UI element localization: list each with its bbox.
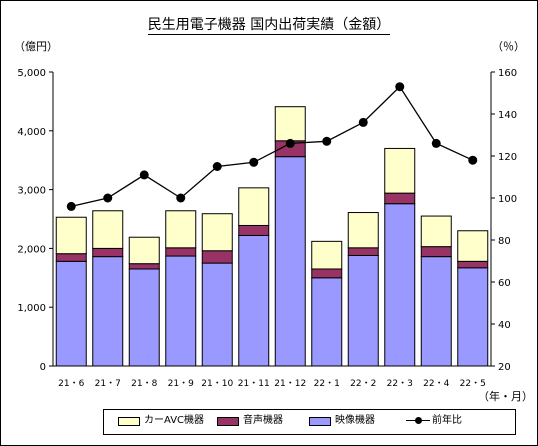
left-tick-label: 5,000	[17, 68, 46, 79]
bar-segment-0-2	[128, 268, 160, 367]
bar-segment-1-11	[457, 260, 489, 269]
line-point-1	[103, 193, 113, 203]
bar-segment-2-7	[311, 240, 343, 270]
x-tick-label: 21・8	[131, 379, 157, 389]
right-tick-label: 100	[498, 194, 517, 205]
chart-title-text: 民生用電子機器 国内出荷実績（金額）	[147, 17, 391, 35]
bar-segment-0-0	[55, 260, 87, 367]
bar-segment-0-11	[457, 267, 489, 367]
bar-segment-2-6	[274, 106, 306, 142]
line-point-8	[358, 117, 368, 127]
legend-swatch-audio	[217, 417, 239, 426]
bar-segment-0-3	[165, 255, 197, 367]
line-point-2	[139, 170, 149, 180]
bar-segment-1-4	[201, 250, 233, 264]
bar-segment-1-1	[92, 247, 124, 258]
bar-segment-1-2	[128, 263, 160, 270]
right-tick-label: 140	[498, 110, 517, 121]
bar-segment-1-0	[55, 253, 87, 262]
legend-label-car-avc: カーAVC機器	[144, 415, 205, 426]
line-point-10	[431, 138, 441, 148]
line-point-0	[66, 201, 76, 211]
x-tick-label: 21・11	[238, 379, 270, 389]
bar-segment-1-5	[238, 224, 270, 236]
chart-title: 民生用電子機器 国内出荷実績（金額）	[0, 14, 538, 35]
right-tick-label: 80	[498, 236, 511, 247]
right-tick-label: 40	[498, 320, 511, 331]
line-point-5	[249, 157, 259, 167]
right-tick-label: 20	[498, 362, 511, 373]
bar-segment-1-7	[311, 268, 343, 279]
x-tick-label: 21・6	[58, 379, 84, 389]
x-tick-label: 21・12	[274, 379, 306, 389]
x-tick-label: 22・4	[423, 379, 449, 389]
bar-segment-1-8	[347, 247, 379, 256]
bar-segment-0-1	[92, 256, 124, 367]
bar-segment-2-3	[165, 210, 197, 249]
line-point-6	[285, 138, 295, 148]
bar-segment-0-9	[384, 203, 416, 367]
left-tick-label: 1,000	[17, 303, 46, 314]
legend-swatch-car-avc	[118, 417, 140, 426]
bar-segment-0-8	[347, 254, 379, 367]
left-tick-label: 3,000	[17, 186, 46, 197]
line-series-0	[71, 85, 474, 208]
line-point-9	[395, 82, 405, 92]
right-tick-label: 120	[498, 152, 517, 163]
right-tick-label: 160	[498, 68, 517, 79]
left-axis-unit: （億円）	[14, 40, 58, 53]
bar-segment-1-10	[420, 246, 452, 258]
legend-marker-yoy	[415, 417, 422, 424]
left-tick-label: 2,000	[17, 244, 46, 255]
bar-segment-2-0	[55, 216, 87, 255]
line-point-4	[212, 162, 222, 171]
bar-segment-1-9	[384, 192, 416, 205]
line-point-7	[322, 136, 332, 146]
bar-segment-2-10	[420, 215, 452, 248]
bar-segment-0-6	[274, 156, 306, 367]
line-point-3	[176, 193, 186, 203]
bar-segment-2-8	[347, 212, 379, 249]
bar-segment-0-5	[238, 234, 270, 367]
legend-label-audio: 音声機器	[243, 415, 283, 426]
right-axis-unit: （％）	[492, 40, 525, 53]
legend: カーAVC機器 音声機器 映像機器 前年比	[103, 409, 516, 435]
legend-label-yoy: 前年比	[432, 415, 462, 426]
bar-segment-2-2	[128, 236, 160, 265]
bar-segment-1-3	[165, 247, 197, 257]
line-point-11	[468, 155, 478, 165]
legend-label-video: 映像機器	[335, 415, 375, 426]
left-tick-label: 0	[40, 362, 46, 373]
bar-segment-2-5	[238, 187, 270, 226]
bar-segment-2-4	[201, 213, 233, 252]
x-tick-label: 22・5	[460, 379, 486, 389]
bar-segment-0-7	[311, 277, 343, 367]
x-axis-unit: （年・月）	[478, 390, 533, 403]
right-tick-label: 60	[498, 278, 511, 289]
x-tick-label: 21・9	[168, 379, 194, 389]
bar-segment-0-10	[420, 256, 452, 367]
bar-segment-2-1	[92, 210, 124, 249]
x-tick-label: 21・10	[201, 379, 233, 389]
bar-segment-2-9	[384, 147, 416, 194]
x-tick-label: 22・3	[387, 379, 413, 389]
legend-swatch-video	[309, 417, 331, 426]
bar-segment-2-11	[457, 230, 489, 262]
left-tick-label: 4,000	[17, 127, 46, 138]
x-tick-label: 22・2	[350, 379, 376, 389]
x-tick-label: 22・1	[314, 379, 340, 389]
x-tick-label: 21・7	[95, 379, 121, 389]
bar-segment-0-4	[201, 262, 233, 367]
